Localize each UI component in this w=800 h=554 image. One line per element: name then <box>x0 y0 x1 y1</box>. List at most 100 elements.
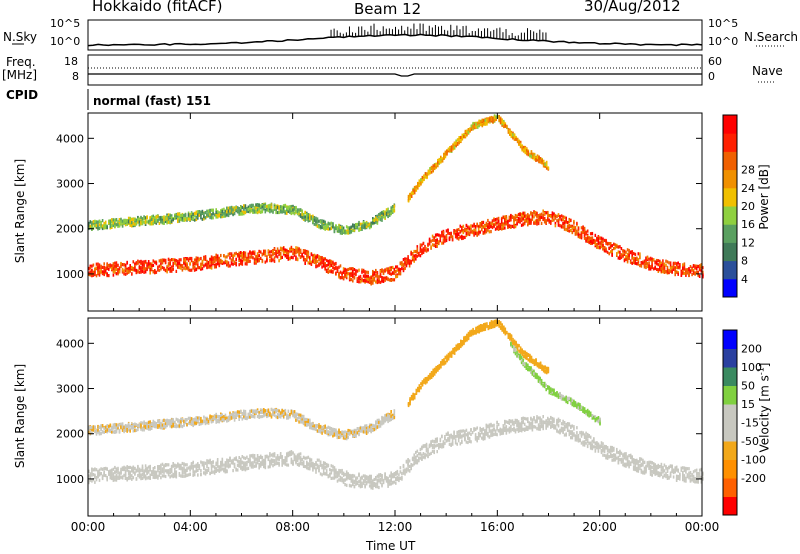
scatter-cell-band-0 <box>431 243 434 247</box>
scatter-cell-band-1 <box>206 213 208 217</box>
scatter-cell-band-0 <box>204 263 207 267</box>
scatter-cell-band-0 <box>350 484 353 488</box>
scatter-cell-band-1 <box>345 225 348 229</box>
scatter-cell-band-0 <box>355 269 357 273</box>
scatter-cell-band-0 <box>556 214 558 218</box>
scatter-cell-band-0 <box>174 261 176 265</box>
scatter-cell-band-0 <box>520 216 523 220</box>
scatter-cell-band-0 <box>172 462 174 466</box>
scatter-cell-band-0 <box>348 267 351 271</box>
scatter-cell-band-0 <box>481 228 483 232</box>
scatter-cell-band-0 <box>261 258 264 262</box>
scatter-cell-band-0 <box>146 467 148 471</box>
scatter-cell-band-0 <box>517 220 520 224</box>
scatter-cell-band-0 <box>167 262 170 266</box>
scatter-cell-band-0 <box>533 215 535 219</box>
scatter-cell-band-1 <box>141 217 144 221</box>
scatter-cell-band-0 <box>508 218 511 223</box>
scatter-cell-band-0 <box>608 242 610 246</box>
scatter-cell-band-0 <box>413 462 415 466</box>
scatter-cell-band-0 <box>284 254 287 258</box>
scatter-cell-band-1 <box>313 222 316 226</box>
scatter-cell-band-0 <box>425 444 428 448</box>
scatter-cell-band-0 <box>235 457 237 461</box>
scatter-cell-band-0 <box>117 468 119 472</box>
scatter-cell-band-0 <box>626 252 629 256</box>
scatter-cell-band-2 <box>484 122 487 126</box>
scatter-cell-band-0 <box>286 251 288 255</box>
scatter-cell-band-0 <box>401 472 403 476</box>
scatter-cell-band-0 <box>586 239 589 243</box>
scatter-cell-band-1 <box>203 211 205 216</box>
scatter-cell-band-0 <box>223 261 225 265</box>
scatter-cell-band-0 <box>267 465 270 469</box>
scatter-cell-band-0 <box>97 266 99 270</box>
scatter-cell-band-1 <box>272 210 274 214</box>
scatter-cell-band-0 <box>554 216 557 220</box>
scatter-cell-band-0 <box>190 256 193 261</box>
scatter-cell-band-0 <box>197 263 199 267</box>
scatter-cell-band-0 <box>355 271 357 275</box>
scatter-cell-band-0 <box>597 242 600 246</box>
scatter-cell-band-0 <box>226 255 228 259</box>
scatter-cell-band-1 <box>362 224 365 228</box>
scatter-cell-band-0 <box>348 272 351 276</box>
scatter-cell-band-0 <box>471 224 474 228</box>
scatter-cell-band-0 <box>359 476 362 480</box>
scatter-cell-band-0 <box>132 266 135 271</box>
scatter-cell-band-0 <box>358 472 360 476</box>
scatter-cell-band-1 <box>299 208 302 212</box>
scatter-cell-band-0 <box>249 463 251 467</box>
scatter-cell-band-0 <box>108 264 110 268</box>
scatter-cell-band-0 <box>445 229 448 233</box>
scatter-cell-band-0 <box>244 258 247 262</box>
scatter-cell-band-0 <box>342 270 345 274</box>
scatter-cell-band-0 <box>170 468 173 472</box>
scatter-cell-band-0 <box>309 459 311 463</box>
scatter-cell-band-1 <box>223 211 225 215</box>
scatter-cell-band-0 <box>138 467 141 471</box>
scatter-cell-band-1 <box>233 206 236 210</box>
scatter-cell-band-1 <box>131 217 133 221</box>
scatter-cell-band-0 <box>682 271 684 275</box>
scatter-cell-band-2 <box>466 133 468 137</box>
scatter-cell-band-0 <box>625 257 627 261</box>
scatter-cell-band-0 <box>444 441 446 445</box>
scatter-cell-band-0 <box>375 268 377 273</box>
scatter-cell-band-0 <box>410 252 412 256</box>
scatter-cell-band-0 <box>530 221 532 225</box>
scatter-cell-band-0 <box>608 246 610 250</box>
scatter-cell-band-0 <box>213 265 216 269</box>
scatter-cell-band-0 <box>236 459 239 463</box>
scatter-cell-band-0 <box>127 475 130 479</box>
scatter-cell-band-0 <box>249 255 251 259</box>
scatter-cell-band-0 <box>98 478 101 482</box>
scatter-cell-band-0 <box>114 470 116 474</box>
scatter-cell-band-0 <box>688 270 690 274</box>
scatter-cell-band-0 <box>198 258 201 262</box>
scatter-cell-band-0 <box>157 476 159 480</box>
scatter-cell-band-1 <box>312 214 314 218</box>
scatter-cell-band-2 <box>518 141 520 145</box>
scatter-cell-band-1 <box>170 214 173 218</box>
scatter-cell-band-0 <box>442 442 445 446</box>
scatter-cell-band-1 <box>284 211 287 215</box>
scatter-cell-band-0 <box>272 454 274 458</box>
scatter-cell-band-0 <box>516 214 518 218</box>
scatter-cell-band-0 <box>631 253 633 257</box>
scatter-cell-band-0 <box>276 255 279 259</box>
scatter-cell-band-1 <box>177 215 179 219</box>
scatter-cell-band-0 <box>500 223 503 227</box>
scatter-cell-band-0 <box>359 485 362 489</box>
scatter-cell-band-0 <box>169 266 171 270</box>
scatter-cell-band-1 <box>213 213 216 217</box>
scatter-cell-band-0 <box>175 475 178 479</box>
scatter-cell-band-1 <box>229 211 231 216</box>
scatter-cell-band-0 <box>332 464 334 468</box>
scatter-cell-band-0 <box>422 452 425 456</box>
scatter-cell-band-0 <box>361 483 363 487</box>
scatter-cell-band-0 <box>662 270 664 274</box>
scatter-cell-band-0 <box>112 476 115 480</box>
scatter-cell-band-0 <box>582 228 584 232</box>
scatter-cell-band-0 <box>207 260 210 265</box>
